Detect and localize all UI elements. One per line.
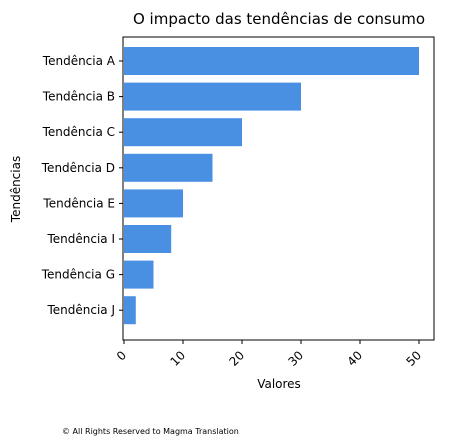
- x-tick-label: 50: [403, 348, 424, 369]
- x-tick-label: 10: [167, 348, 188, 369]
- x-tick-label: 30: [285, 348, 306, 369]
- bar: [124, 153, 213, 182]
- bars-group: [124, 47, 419, 325]
- bar: [124, 82, 301, 111]
- bar: [124, 118, 242, 147]
- bar: [124, 260, 154, 289]
- y-tick-label: Tendência A: [42, 54, 116, 68]
- plot-frame: [122, 36, 435, 341]
- x-tick-label: 40: [344, 348, 365, 369]
- x-axis-label: Valores: [257, 377, 301, 391]
- bar: [124, 47, 419, 75]
- y-axis-label: Tendências: [9, 156, 23, 223]
- y-tick-label: Tendência I: [46, 232, 115, 246]
- bar: [124, 225, 172, 253]
- bar: [124, 189, 183, 218]
- y-tick-label: Tendência G: [41, 268, 115, 282]
- chart-title: O impacto das tendências de consumo: [133, 10, 425, 28]
- y-tick-label: Tendência J: [46, 303, 115, 317]
- x-tick-label: 0: [114, 348, 129, 363]
- copyright-notice: © All Rights Reserved to Magma Translati…: [62, 427, 239, 436]
- x-ticks: 0 10 20 30 40 50: [114, 340, 424, 369]
- y-tick-label: Tendência D: [41, 161, 115, 175]
- bar: [124, 296, 136, 325]
- y-tick-label: Tendência C: [42, 125, 115, 139]
- y-tick-label: Tendência E: [42, 196, 115, 210]
- y-tick-labels: Tendência A Tendência B Tendência C Tendênc…: [41, 54, 123, 317]
- y-tick-label: Tendência B: [42, 90, 115, 104]
- x-tick-label: 20: [226, 348, 247, 369]
